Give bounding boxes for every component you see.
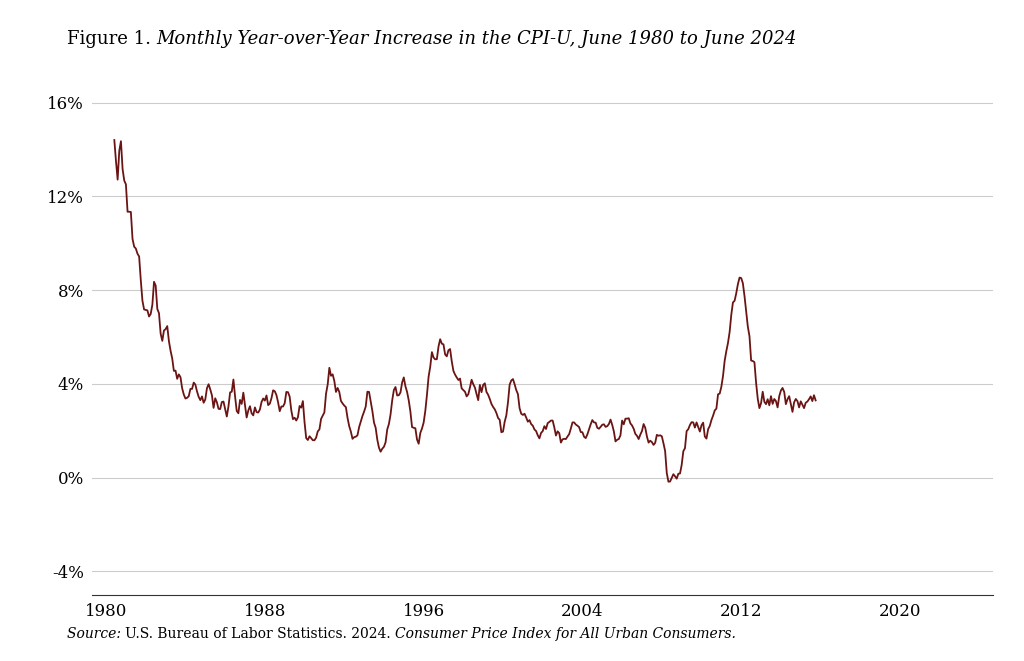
Text: Source:: Source: <box>67 627 125 641</box>
Text: U.S. Bureau of Labor Statistics. 2024.: U.S. Bureau of Labor Statistics. 2024. <box>125 627 395 641</box>
Text: Monthly Year-over-Year Increase in the CPI-U, June 1980 to June 2024: Monthly Year-over-Year Increase in the C… <box>157 30 797 48</box>
Text: Figure 1.: Figure 1. <box>67 30 157 48</box>
Text: Consumer Price Index for All Urban Consumers.: Consumer Price Index for All Urban Consu… <box>395 627 736 641</box>
